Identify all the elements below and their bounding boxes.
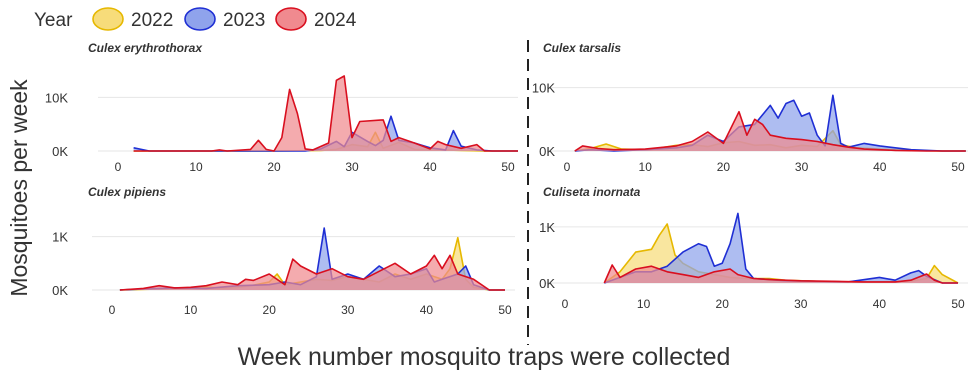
x-tick-label: 30 xyxy=(794,297,808,311)
x-tick-label: 50 xyxy=(501,160,515,174)
y-tick-label: 10K xyxy=(532,81,555,96)
x-tick-label: 10 xyxy=(184,303,198,317)
series-line-2023 xyxy=(604,212,958,284)
series-line-2024 xyxy=(133,75,518,152)
y-tick-label: 0K xyxy=(52,144,68,159)
x-tick-label: 50 xyxy=(498,303,512,317)
x-tick-label: 20 xyxy=(263,303,277,317)
series-line-2024 xyxy=(603,264,958,284)
series-area-2023 xyxy=(574,95,966,151)
x-tick-label: 10 xyxy=(189,160,203,174)
series-line-2024 xyxy=(574,110,966,152)
x-tick-label: 30 xyxy=(345,160,359,174)
x-tick-label: 40 xyxy=(873,297,887,311)
panel-culex-tarsalis: Culex tarsalis 0K 10K 0 10 20 30 40 50 xyxy=(532,41,968,174)
panel-title: Culex pipiens xyxy=(88,185,166,199)
y-axis-title: Mosquitoes per week xyxy=(6,79,32,297)
panel-culiseta-inornata: Culiseta inornata 0K 1K 0 10 20 30 40 50 xyxy=(539,185,968,311)
y-tick-label: 10K xyxy=(45,90,68,105)
x-tick-label: 10 xyxy=(639,160,653,174)
plot-area xyxy=(133,75,518,152)
legend-swatch-2022 xyxy=(92,7,124,31)
y-tick-label: 0K xyxy=(539,144,555,159)
x-tick-label: 10 xyxy=(637,297,651,311)
panel-title: Culex tarsalis xyxy=(543,41,621,55)
legend-label-2024: 2024 xyxy=(314,10,357,31)
series-area-2024 xyxy=(574,111,966,151)
x-axis-title: Week number mosquito traps were collecte… xyxy=(238,343,731,371)
x-tick-label: 0 xyxy=(562,297,569,311)
series-line-2024 xyxy=(119,254,505,291)
x-tick-label: 50 xyxy=(951,297,965,311)
legend-swatch-2024 xyxy=(275,7,307,31)
panel-culex-erythrothorax: Culex erythrothorax 0K 10K 0 10 20 30 40 50 xyxy=(45,41,518,174)
panel-culex-pipiens: Culex pipiens 0K 1K 0 10 20 30 40 50 xyxy=(52,185,515,317)
x-tick-label: 40 xyxy=(873,160,887,174)
legend: Year 2022 2023 2024 xyxy=(34,7,357,31)
panel-title: Culex erythrothorax xyxy=(88,41,203,55)
y-tick-label: 0K xyxy=(539,276,555,291)
series-area-2024 xyxy=(604,265,958,283)
x-tick-label: 0 xyxy=(115,160,122,174)
x-tick-label: 0 xyxy=(109,303,116,317)
x-tick-label: 20 xyxy=(267,160,281,174)
x-tick-label: 30 xyxy=(341,303,355,317)
plot-area xyxy=(574,94,966,152)
series-area-2023 xyxy=(604,213,958,283)
y-tick-label: 1K xyxy=(52,230,68,245)
plot-area xyxy=(119,227,506,291)
x-tick-label: 20 xyxy=(717,160,731,174)
x-tick-label: 40 xyxy=(420,303,434,317)
x-tick-label: 40 xyxy=(423,160,437,174)
x-tick-label: 50 xyxy=(951,160,965,174)
legend-swatch-2023 xyxy=(184,7,216,31)
legend-label-2022: 2022 xyxy=(131,10,173,31)
y-tick-label: 1K xyxy=(539,220,555,235)
x-tick-label: 0 xyxy=(564,160,571,174)
x-tick-label: 30 xyxy=(795,160,809,174)
x-tick-label: 20 xyxy=(716,297,730,311)
legend-title: Year xyxy=(34,10,73,31)
y-tick-label: 0K xyxy=(52,283,68,298)
plot-area xyxy=(603,212,959,284)
legend-label-2023: 2023 xyxy=(223,10,265,31)
panel-title: Culiseta inornata xyxy=(543,185,641,199)
